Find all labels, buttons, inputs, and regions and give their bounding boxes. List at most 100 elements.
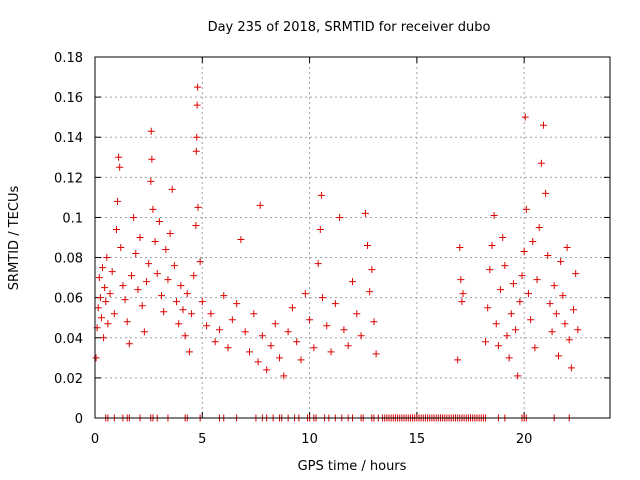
data-point [147, 127, 155, 135]
data-point [531, 344, 539, 352]
data-point [499, 234, 507, 241]
data-point [323, 322, 331, 330]
data-point [546, 300, 554, 308]
data-point [256, 201, 264, 209]
data-point [104, 320, 112, 328]
data-point [522, 205, 530, 213]
y-tick-label: 0.08 [54, 252, 83, 267]
data-point [572, 270, 580, 278]
chart-title: Day 235 of 2018, SRMTID for receiver dub… [208, 20, 491, 35]
data-point [318, 294, 326, 302]
data-point [276, 354, 284, 362]
data-point [280, 372, 288, 380]
data-point [123, 318, 131, 326]
y-axis-label: SRMTID / TECUs [7, 186, 22, 291]
data-point [544, 252, 552, 260]
data-point [310, 344, 318, 352]
data-point [336, 213, 344, 221]
data-point [181, 332, 189, 340]
data-point [297, 356, 305, 364]
data-point [149, 205, 157, 213]
data-point [509, 280, 517, 288]
data-point [524, 290, 532, 298]
data-point [284, 328, 292, 336]
data-point [103, 254, 111, 262]
data-point [512, 326, 520, 334]
data-point [557, 258, 565, 266]
data-point [344, 342, 352, 350]
data-point [101, 284, 109, 292]
data-point [158, 292, 166, 300]
data-point [166, 229, 174, 237]
data-point [196, 258, 204, 266]
data-point [503, 332, 511, 340]
data-point [194, 83, 202, 91]
data-point [92, 354, 100, 362]
data-point [565, 336, 573, 344]
data-point [188, 310, 196, 318]
data-point [456, 244, 464, 252]
data-point [121, 296, 129, 304]
data-point [155, 217, 163, 225]
data-point [331, 300, 339, 308]
y-tick-label: 0.12 [54, 171, 83, 186]
data-point [458, 298, 466, 306]
data-point [211, 338, 219, 346]
data-point [136, 234, 144, 241]
data-point [94, 304, 102, 312]
data-point [301, 290, 309, 298]
x-tick-label: 20 [516, 432, 533, 447]
data-point [110, 310, 118, 318]
data-point [370, 318, 378, 326]
data-point [288, 304, 296, 312]
data-point [145, 260, 153, 268]
data-point [224, 344, 232, 352]
data-point [529, 238, 537, 246]
x-tick-label: 5 [198, 432, 206, 447]
data-point [482, 338, 490, 346]
data-point [250, 310, 258, 318]
y-tick-label: 0.04 [54, 332, 83, 347]
data-point [490, 211, 498, 219]
data-point [134, 286, 142, 294]
data-point [140, 328, 148, 336]
data-point [228, 316, 236, 324]
data-point [108, 268, 116, 276]
data-point [115, 153, 123, 161]
data-point [132, 250, 140, 258]
data-point [203, 322, 211, 330]
data-point [527, 316, 535, 324]
data-point [254, 358, 262, 366]
grid-lines [95, 57, 610, 418]
y-tick-label: 0 [75, 412, 83, 427]
data-point [570, 306, 578, 314]
data-point [112, 225, 120, 233]
data-point [316, 225, 324, 233]
data-point [539, 121, 547, 129]
data-point [114, 197, 122, 205]
data-point [520, 248, 528, 256]
data-point [484, 304, 492, 312]
data-point [179, 306, 187, 314]
x-tick-label: 0 [91, 432, 99, 447]
y-tick-label: 0.1 [62, 211, 83, 226]
data-point [317, 191, 325, 199]
data-point [492, 320, 500, 328]
data-point [548, 328, 556, 336]
data-point [233, 300, 241, 308]
data-point [193, 101, 201, 109]
data-point [183, 290, 191, 298]
data-point [561, 320, 569, 328]
data-point [567, 364, 575, 372]
data-point [190, 272, 198, 280]
data-point [457, 276, 465, 284]
data-point [237, 236, 245, 244]
data-point [117, 244, 125, 252]
y-tick-labels: 0 0.02 0.04 0.06 0.08 0.1 0.12 0.14 0.16 0.18 [54, 51, 83, 427]
data-point [533, 276, 541, 284]
data-point [192, 221, 200, 229]
data-point [537, 159, 545, 167]
data-point [95, 274, 103, 282]
y-tick-label: 0.18 [54, 51, 83, 66]
